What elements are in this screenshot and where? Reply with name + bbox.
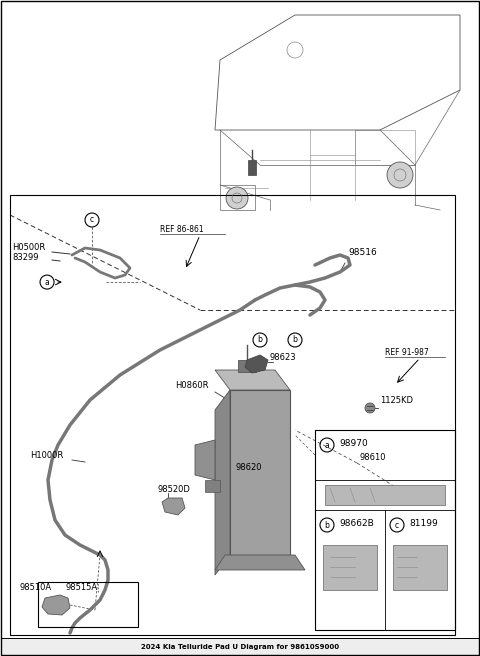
Polygon shape bbox=[245, 355, 268, 373]
Text: c: c bbox=[90, 216, 94, 224]
Text: c: c bbox=[395, 520, 399, 529]
Bar bbox=[323, 545, 377, 590]
Polygon shape bbox=[215, 370, 290, 390]
Text: a: a bbox=[45, 277, 49, 287]
Polygon shape bbox=[195, 440, 215, 480]
Bar bbox=[238, 360, 256, 372]
Polygon shape bbox=[162, 498, 185, 515]
Text: REF 91-987: REF 91-987 bbox=[385, 348, 429, 357]
Text: 98970: 98970 bbox=[339, 440, 368, 449]
Polygon shape bbox=[42, 595, 70, 615]
Text: H0860R: H0860R bbox=[175, 381, 208, 390]
Text: 98515A: 98515A bbox=[65, 583, 97, 592]
Bar bbox=[248, 160, 256, 175]
Polygon shape bbox=[215, 555, 305, 570]
Text: 83299: 83299 bbox=[12, 253, 38, 262]
Text: H1000R: H1000R bbox=[30, 451, 63, 460]
Bar bbox=[1, 638, 479, 655]
Text: 98520D: 98520D bbox=[158, 485, 191, 494]
Text: 1125KD: 1125KD bbox=[380, 396, 413, 405]
Bar bbox=[10, 195, 455, 635]
Text: 98510A: 98510A bbox=[20, 583, 52, 592]
Bar bbox=[315, 430, 455, 630]
Bar bbox=[393, 545, 447, 590]
Bar bbox=[325, 485, 445, 505]
Text: b: b bbox=[258, 335, 263, 344]
Text: 98516: 98516 bbox=[348, 248, 377, 257]
Text: b: b bbox=[324, 520, 329, 529]
Bar bbox=[38, 582, 138, 627]
Text: 81199: 81199 bbox=[409, 520, 438, 529]
Polygon shape bbox=[215, 390, 230, 575]
Circle shape bbox=[387, 162, 413, 188]
Bar bbox=[205, 480, 220, 492]
Text: REF 86-861: REF 86-861 bbox=[160, 225, 204, 234]
Text: 98623: 98623 bbox=[270, 353, 297, 362]
Text: b: b bbox=[293, 335, 298, 344]
Circle shape bbox=[365, 403, 375, 413]
Text: a: a bbox=[324, 440, 329, 449]
Text: 98620: 98620 bbox=[235, 463, 262, 472]
Text: 98610: 98610 bbox=[360, 453, 386, 462]
Text: 2024 Kia Telluride Pad U Diagram for 98610S9000: 2024 Kia Telluride Pad U Diagram for 986… bbox=[141, 644, 339, 650]
Text: H0500R: H0500R bbox=[12, 243, 45, 252]
Circle shape bbox=[226, 187, 248, 209]
Text: 98662B: 98662B bbox=[339, 520, 374, 529]
Bar bbox=[230, 390, 290, 555]
